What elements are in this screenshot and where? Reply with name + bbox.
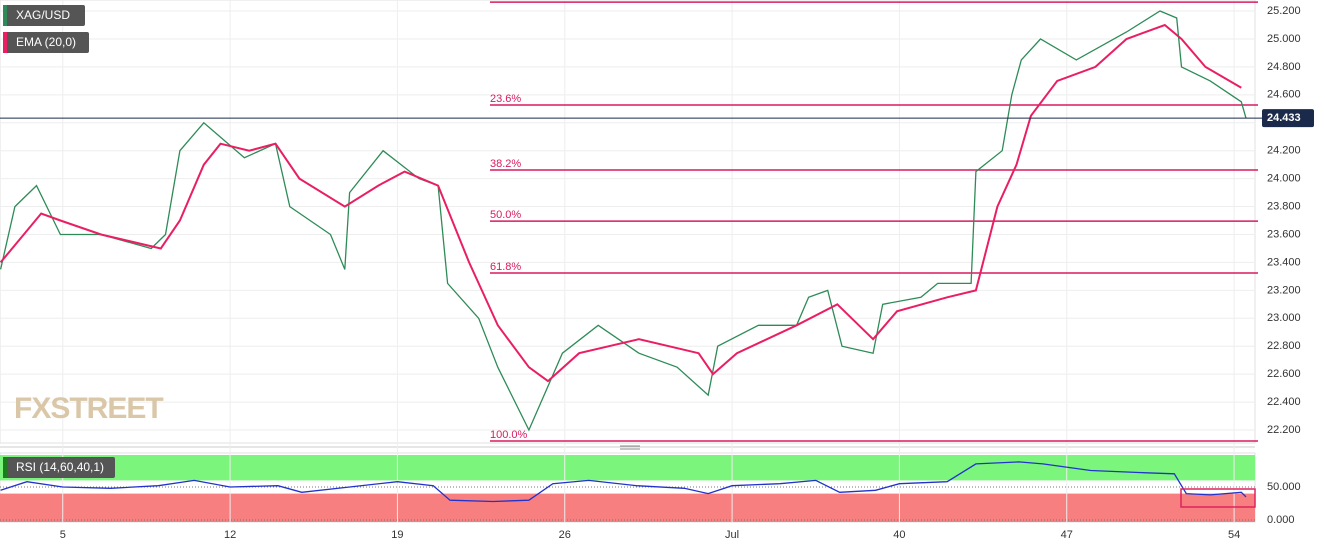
x-tick-label: 26 <box>559 529 571 541</box>
x-tick-label: 54 <box>1228 529 1240 541</box>
rsi-lower-zone <box>0 493 1255 522</box>
watermark: FXSTREET <box>14 392 163 425</box>
legend-box <box>3 32 89 53</box>
y-tick-label: 23.400 <box>1267 256 1301 268</box>
series-line <box>0 10 1247 432</box>
last-price-label: 24.433 <box>1267 112 1301 124</box>
fib-label: 61.8% <box>490 261 521 273</box>
legend-label: EMA (20,0) <box>16 35 76 49</box>
highlight-box <box>1180 488 1256 508</box>
fib-label: 23.6% <box>490 93 521 105</box>
legend-label: XAG/USD <box>16 8 70 22</box>
fib-label: 38.2% <box>490 158 521 170</box>
y-tick-label: 24.200 <box>1267 145 1301 157</box>
y-tick-label: 23.200 <box>1267 284 1301 296</box>
x-tick-label: Jul <box>725 529 739 541</box>
y-tick-label: 23.800 <box>1267 200 1301 212</box>
fib-label: 100.0% <box>490 429 528 441</box>
y-tick-label: 24.800 <box>1267 61 1301 73</box>
y-tick-label: 24.600 <box>1267 89 1301 101</box>
x-tick-label: 40 <box>893 529 905 541</box>
legend-swatch <box>3 32 7 53</box>
x-tick-label: 5 <box>60 529 66 541</box>
rsi-tick-label: 50.000 <box>1267 481 1301 493</box>
legend-swatch <box>3 5 7 26</box>
x-tick-label: 19 <box>391 529 403 541</box>
fib-label: 50.0% <box>490 209 521 221</box>
rsi-tick-label: 0.000 <box>1267 514 1295 526</box>
y-tick-label: 24.000 <box>1267 173 1301 185</box>
rsi-upper-zone <box>0 455 1255 481</box>
x-tick-label: 47 <box>1061 529 1073 541</box>
last-price-tag <box>1262 109 1314 128</box>
series-line <box>0 461 1247 503</box>
legend-swatch <box>3 457 7 478</box>
y-tick-label: 23.600 <box>1267 228 1301 240</box>
y-tick-label: 23.000 <box>1267 312 1301 324</box>
legend-box <box>3 457 115 478</box>
series-line <box>0 23 1242 383</box>
y-tick-label: 22.200 <box>1267 424 1301 436</box>
y-tick-label: 25.000 <box>1267 33 1301 45</box>
y-tick-label: 22.600 <box>1267 368 1301 380</box>
y-tick-label: 22.800 <box>1267 340 1301 352</box>
legend-box <box>3 5 85 26</box>
y-tick-label: 25.200 <box>1267 5 1301 17</box>
y-tick-label: 22.400 <box>1267 396 1301 408</box>
x-tick-label: 12 <box>224 529 236 541</box>
rsi-title: RSI (14,60,40,1) <box>16 460 104 474</box>
